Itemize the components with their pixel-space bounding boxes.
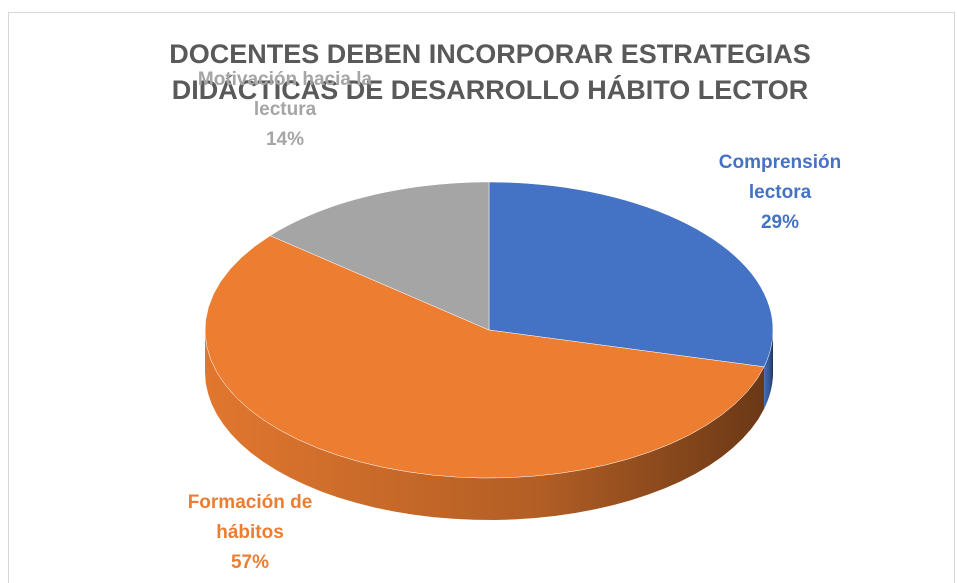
data-label: Motivación hacia la lectura 14%: [180, 65, 390, 155]
slice-side: [205, 330, 765, 520]
slice-side-shade: [764, 330, 773, 409]
slice-side-shade: [205, 330, 765, 520]
chart-frame: [8, 12, 955, 583]
slice: [269, 181, 490, 331]
data-label-value: 57%: [230, 552, 270, 573]
data-label-name: Formación de hábitos: [187, 492, 313, 543]
data-label-name: Comprensión lectora: [718, 152, 842, 203]
data-label-value: 29%: [760, 212, 800, 233]
data-label: Formación de hábitos 57%: [155, 488, 345, 578]
data-label: Comprensión lectora 29%: [690, 148, 870, 238]
chart-title: DOCENTES DEBEN INCORPORAR ESTRATEGIAS DI…: [169, 39, 811, 105]
data-label-name: Motivación hacia la lectura: [197, 69, 373, 120]
slice-side: [764, 330, 773, 409]
slice: [204, 235, 765, 479]
slice: [488, 181, 774, 368]
data-label-value: 14%: [265, 129, 305, 150]
